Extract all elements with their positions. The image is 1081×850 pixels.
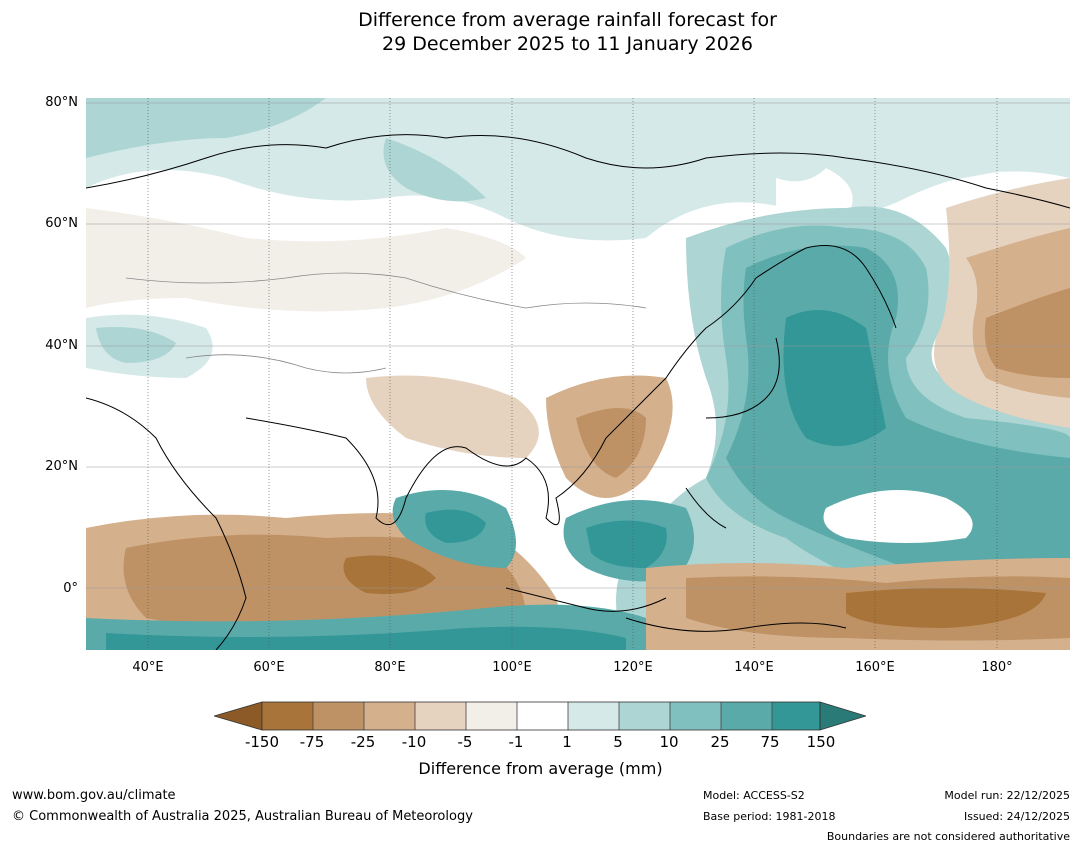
- colorbar-extend-wet: [819, 701, 866, 731]
- colorbar-tick: 5: [613, 733, 623, 751]
- colorbar-tick: 10: [659, 733, 679, 751]
- lat-label-0: 0°: [63, 581, 78, 596]
- disclaimer: Boundaries are not considered authoritat…: [826, 830, 1070, 843]
- colorbar-tick: -5: [457, 733, 473, 751]
- lat-label-40n: 40°N: [45, 338, 78, 353]
- colorbar-bin-6: [517, 702, 568, 730]
- colorbar-bin-4: [415, 702, 466, 730]
- colorbar-tick: -1: [508, 733, 524, 751]
- lon-label-80e: 80°E: [374, 660, 406, 675]
- colorbar-tick: -25: [350, 733, 376, 751]
- lon-label-60e: 60°E: [253, 660, 285, 675]
- issued-date: Issued: 24/12/2025: [963, 810, 1070, 823]
- title-line-2: 29 December 2025 to 11 January 2026: [382, 33, 753, 55]
- lon-label-180: 180°: [981, 660, 1013, 675]
- lon-label-160e: 160°E: [855, 660, 895, 675]
- copyright: © Commonwealth of Australia 2025, Austra…: [12, 809, 473, 824]
- colorbar-tick: 75: [760, 733, 780, 751]
- colorbar-bin-9: [670, 702, 721, 730]
- lat-label-60n: 60°N: [45, 216, 78, 231]
- colorbar-tick: 25: [710, 733, 730, 751]
- lat-label-80n: 80°N: [45, 95, 78, 110]
- colorbar-tick: -75: [299, 733, 325, 751]
- lon-label-120e: 120°E: [613, 660, 653, 675]
- colorbar-bin-8: [619, 702, 670, 730]
- base-period: Base period: 1981-2018: [703, 810, 836, 823]
- colorbar-bin-5: [466, 702, 517, 730]
- colorbar-bin-7: [568, 702, 619, 730]
- colorbar-tick: 1: [562, 733, 572, 751]
- colorbar-bin-11: [772, 702, 820, 730]
- colorbar-tick: 150: [806, 733, 836, 751]
- colorbar-bin-1: [262, 702, 313, 730]
- chart-title: Difference from average rainfall forecas…: [0, 8, 1081, 56]
- website-link[interactable]: www.bom.gov.au/climate: [12, 788, 176, 803]
- lat-label-20n: 20°N: [45, 459, 78, 474]
- colorbar-extend-dry: [214, 701, 263, 731]
- colorbar-tick: -150: [244, 733, 280, 751]
- lon-label-100e: 100°E: [492, 660, 532, 675]
- colorbar-label: Difference from average (mm): [418, 759, 663, 778]
- colorbar: [214, 701, 866, 731]
- rainfall-anomaly-map: [86, 98, 1070, 650]
- lon-label-40e: 40°E: [132, 660, 164, 675]
- colorbar-bin-10: [721, 702, 772, 730]
- colorbar-tick: -10: [401, 733, 427, 751]
- model-name: Model: ACCESS-S2: [703, 789, 805, 802]
- model-run: Model run: 22/12/2025: [944, 789, 1070, 802]
- colorbar-bin-2: [313, 702, 364, 730]
- lon-label-140e: 140°E: [734, 660, 774, 675]
- title-line-1: Difference from average rainfall forecas…: [358, 9, 777, 31]
- colorbar-bin-3: [364, 702, 415, 730]
